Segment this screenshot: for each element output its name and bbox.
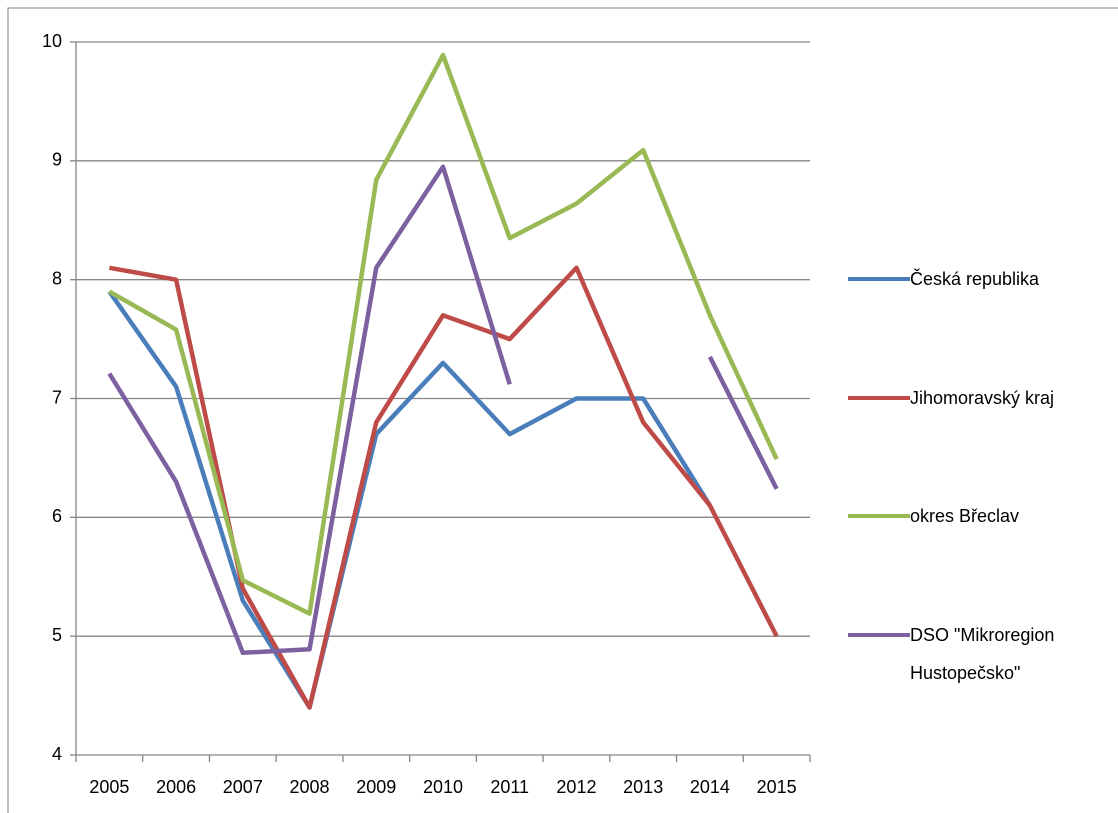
x-tick-label: 2005 [89, 777, 129, 797]
x-tick-label: 2014 [690, 777, 730, 797]
y-tick-label: 6 [52, 506, 62, 526]
legend-label: okres Břeclav [910, 506, 1020, 526]
legend-swatch [848, 514, 910, 518]
legend-item: Jihomoravský kraj [848, 379, 1060, 417]
y-tick-label: 7 [52, 387, 62, 407]
series-line [108, 265, 779, 710]
y-tick-label: 4 [52, 744, 62, 764]
x-tick-label: 2013 [623, 777, 663, 797]
x-tick-label: 2008 [290, 777, 330, 797]
chart-frame [7, 7, 1118, 813]
legend-item: okres Břeclav [848, 497, 1060, 535]
legend-item: DSO "Mikroregion Hustopečsko" [848, 616, 1060, 692]
series-line [107, 164, 779, 656]
x-tick-label: 2015 [757, 777, 797, 797]
y-tick-label: 5 [52, 625, 62, 645]
x-tick-label: 2009 [356, 777, 396, 797]
legend-item: Česká republika [848, 260, 1060, 298]
x-tick-label: 2012 [556, 777, 596, 797]
series-line [108, 52, 779, 616]
legend-swatch [848, 277, 910, 281]
x-tick-label: 2006 [156, 777, 196, 797]
y-tick-label: 10 [42, 31, 62, 51]
legend-label: Česká republika [910, 269, 1040, 289]
y-tick-label: 9 [52, 150, 62, 170]
y-tick-label: 8 [52, 268, 62, 288]
legend-label: DSO "Mikroregion Hustopečsko" [910, 624, 1055, 683]
x-tick-label: 2007 [223, 777, 263, 797]
legend-swatch [848, 395, 910, 400]
legend-swatch [848, 632, 910, 637]
series-line [107, 290, 712, 710]
x-tick-label: 2010 [423, 777, 463, 797]
x-tick-label: 2011 [490, 777, 529, 797]
legend-label: Jihomoravský kraj [910, 387, 1055, 408]
